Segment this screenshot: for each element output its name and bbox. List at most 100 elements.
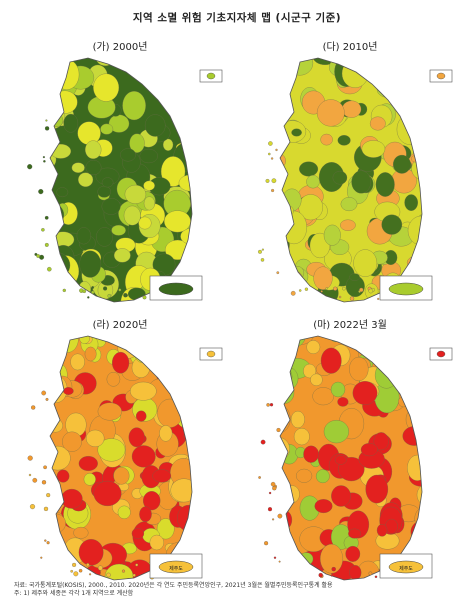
district-region (297, 561, 316, 580)
district-region (124, 184, 147, 204)
district-region (143, 196, 155, 211)
district-region (79, 336, 90, 344)
district-region (254, 380, 274, 397)
district-region (369, 116, 386, 131)
island (103, 286, 108, 291)
district-region (191, 251, 192, 264)
district-region (174, 358, 189, 376)
island (342, 286, 346, 291)
district-region (161, 84, 174, 99)
peninsula-outline (49, 57, 193, 303)
district-region (28, 391, 42, 406)
district-region (78, 456, 98, 471)
district-region (290, 557, 308, 579)
island (89, 573, 92, 576)
district-region (386, 341, 406, 357)
district-region (139, 506, 152, 522)
district-region (349, 565, 362, 580)
district-region (406, 85, 422, 108)
district-region (280, 180, 281, 197)
district-region (280, 269, 287, 292)
island (268, 491, 272, 495)
island (31, 405, 36, 410)
district-region (179, 373, 192, 396)
district-region (154, 74, 167, 91)
district-region (331, 485, 351, 507)
district-region (414, 362, 422, 380)
island (142, 295, 147, 300)
island (46, 541, 50, 545)
district-region (149, 534, 164, 551)
district-region (144, 336, 165, 354)
district-region (352, 381, 378, 405)
ulleung-island (206, 350, 216, 358)
district-region (168, 72, 182, 87)
district-region (293, 428, 310, 446)
island (349, 296, 355, 301)
district-region (101, 177, 114, 188)
district-region (280, 58, 292, 80)
district-region (349, 273, 360, 281)
district-region (50, 533, 56, 554)
district-region (129, 133, 145, 153)
island (38, 189, 44, 195)
district-region (71, 162, 85, 173)
district-region (303, 363, 317, 379)
district-region (117, 336, 143, 347)
district-region (351, 170, 371, 194)
district-region (280, 367, 293, 386)
district-region (405, 336, 422, 351)
district-region (26, 197, 49, 228)
island (272, 518, 275, 521)
island (270, 157, 274, 160)
source-note: 자료: 국가통계포털(KOSIS), 2000., 2010. 2020년은 각… (14, 582, 464, 598)
map-panel-2022: (마) 2022년 3월 제주도 (240, 316, 460, 586)
district-region (393, 154, 411, 174)
island (27, 164, 33, 170)
jeju-label: 제주도 (399, 565, 413, 572)
district-region (306, 175, 320, 189)
district-region (85, 159, 102, 176)
district-region (414, 505, 422, 532)
district-region (297, 571, 316, 580)
district-region (128, 427, 145, 448)
district-region (84, 346, 97, 362)
district-region (391, 75, 405, 91)
island (276, 427, 281, 433)
district-region (166, 90, 190, 108)
district-region (374, 58, 388, 62)
district-region (50, 199, 56, 213)
island (359, 287, 364, 293)
island (338, 295, 342, 299)
district-region (413, 383, 422, 406)
district-region (407, 454, 422, 481)
district-region (63, 113, 79, 133)
district-region (419, 398, 422, 409)
district-region (383, 58, 412, 73)
district-region (85, 140, 102, 159)
district-region (323, 224, 341, 246)
district-region (280, 540, 296, 556)
district-region (354, 58, 372, 75)
district-region (381, 214, 403, 235)
island (121, 569, 126, 573)
district-region (50, 59, 64, 75)
district-region (410, 519, 422, 544)
district-region (78, 172, 94, 187)
district-region (392, 71, 421, 101)
island (107, 294, 112, 298)
island (268, 141, 273, 146)
district-region (193, 406, 204, 414)
district-region (156, 518, 175, 540)
district-region (280, 359, 282, 372)
district-region (159, 425, 173, 442)
district-region (406, 79, 422, 94)
district-region (314, 499, 333, 514)
jeju-island (388, 282, 424, 296)
district-region (306, 340, 321, 354)
district-region (360, 443, 378, 457)
district-region (315, 469, 330, 484)
district-region (375, 172, 395, 197)
island (277, 513, 283, 519)
district-region (120, 148, 136, 162)
